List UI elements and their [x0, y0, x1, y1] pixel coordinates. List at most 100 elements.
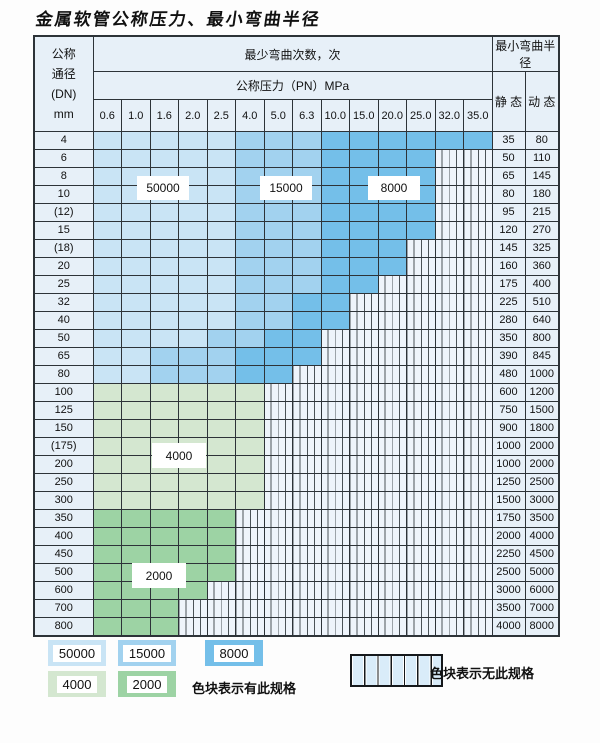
- cell-4000: [206, 491, 236, 510]
- cell-8000: [292, 293, 322, 312]
- cell-2000: [92, 509, 122, 528]
- cell-50000: [206, 185, 236, 204]
- cell-no-spec: [377, 473, 407, 492]
- cell-no-spec: [406, 509, 436, 528]
- cell-50000: [206, 257, 236, 276]
- cell-8000: [349, 239, 379, 258]
- table-row: 350 1750 3500: [33, 509, 560, 528]
- cell-15000: [235, 329, 265, 348]
- table-row: (175) 1000 2000: [33, 437, 560, 456]
- cell-no-spec: [292, 509, 322, 528]
- legend-swatch-15000: 15000: [118, 640, 176, 666]
- cell-no-spec: [320, 563, 350, 582]
- cell-no-spec: [320, 617, 350, 637]
- dn-cell: (18): [33, 239, 94, 258]
- dynamic-radius-cell: 5000: [524, 563, 560, 582]
- cell-8000: [235, 347, 265, 366]
- cell-2000: [121, 617, 151, 637]
- cell-2000: [92, 617, 122, 637]
- cell-4000: [235, 455, 265, 474]
- legend-swatch-label: 50000: [52, 644, 102, 662]
- cell-4000: [121, 455, 151, 474]
- cell-no-spec: [463, 599, 493, 618]
- cell-no-spec: [349, 455, 379, 474]
- pressure-tick: 25.0: [406, 99, 436, 132]
- cell-50000: [178, 275, 208, 294]
- cell-50000: [206, 167, 236, 186]
- bend-cycles-header: 最少弯曲次数，次: [92, 35, 493, 72]
- cell-no-spec: [463, 617, 493, 637]
- cell-no-spec: [377, 401, 407, 420]
- static-radius-cell: 1000: [491, 455, 526, 474]
- table-row: 32 225 510: [33, 293, 560, 312]
- dn-cell: (175): [33, 437, 94, 456]
- cell-2000: [206, 563, 236, 582]
- dn-cell: 600: [33, 581, 94, 600]
- cell-no-spec: [406, 419, 436, 438]
- dynamic-radius-cell: 640: [524, 311, 560, 330]
- cell-no-spec: [406, 239, 436, 258]
- dn-cell: 300: [33, 491, 94, 510]
- cell-no-spec: [406, 293, 436, 312]
- dynamic-radius-cell: 6000: [524, 581, 560, 600]
- cell-no-spec: [292, 473, 322, 492]
- cell-8000: [263, 365, 293, 384]
- cell-50000: [178, 257, 208, 276]
- legend-no-spec-text: 色块表示无此规格: [430, 666, 535, 681]
- table-row: 150 900 1800: [33, 419, 560, 438]
- legend-swatch-label: 2000: [126, 675, 168, 693]
- cell-50000: [121, 311, 151, 330]
- table-row: 600 3000 6000: [33, 581, 560, 600]
- cell-no-spec: [320, 329, 350, 348]
- cell-50000: [92, 275, 122, 294]
- cell-no-spec: [292, 437, 322, 456]
- cell-50000: [149, 149, 179, 168]
- cell-no-spec: [434, 545, 464, 564]
- cell-50000: [121, 131, 151, 150]
- cell-50000: [121, 149, 151, 168]
- table-row: 4 35 80: [33, 131, 560, 150]
- cell-no-spec: [349, 509, 379, 528]
- cell-4000: [92, 437, 122, 456]
- cell-no-spec: [320, 509, 350, 528]
- table-row: 50 350 800: [33, 329, 560, 348]
- cell-50000: [206, 149, 236, 168]
- cell-15000: [235, 293, 265, 312]
- cell-no-spec: [206, 599, 236, 618]
- cell-no-spec: [406, 581, 436, 600]
- cell-2000: [92, 581, 122, 600]
- cell-8000: [263, 347, 293, 366]
- cell-no-spec: [320, 365, 350, 384]
- cell-8000: [320, 221, 350, 240]
- cell-no-spec: [463, 527, 493, 546]
- table-row: 100 600 1200: [33, 383, 560, 402]
- cell-no-spec: [178, 617, 208, 637]
- table-row: 200 1000 2000: [33, 455, 560, 474]
- cell-no-spec: [263, 599, 293, 618]
- cell-no-spec: [292, 419, 322, 438]
- cell-no-spec: [434, 365, 464, 384]
- cell-4000: [92, 383, 122, 402]
- cell-no-spec: [263, 419, 293, 438]
- table-row: 20 160 360: [33, 257, 560, 276]
- cell-15000: [235, 311, 265, 330]
- cell-8000: [377, 239, 407, 258]
- cell-no-spec: [434, 437, 464, 456]
- cell-no-spec: [434, 383, 464, 402]
- cell-no-spec: [349, 437, 379, 456]
- cell-15000: [263, 293, 293, 312]
- table-row: (12) 95 215: [33, 203, 560, 222]
- cell-no-spec: [349, 581, 379, 600]
- cell-no-spec: [377, 419, 407, 438]
- dn-header-line: (DN): [51, 87, 77, 101]
- cell-no-spec: [377, 617, 407, 637]
- cell-no-spec: [320, 527, 350, 546]
- cell-4000: [206, 473, 236, 492]
- dn-cell: 10: [33, 185, 94, 204]
- cell-8000: [320, 239, 350, 258]
- cell-2000: [149, 599, 179, 618]
- cell-4000: [178, 491, 208, 510]
- cell-no-spec: [463, 419, 493, 438]
- cell-8000: [377, 131, 407, 150]
- cell-50000: [92, 203, 122, 222]
